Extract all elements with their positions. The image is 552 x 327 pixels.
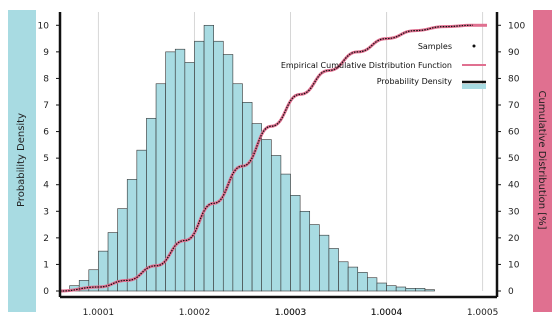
right-tick-label: 70 <box>508 101 520 111</box>
left-tick-label: 7 <box>43 101 49 111</box>
histogram-bar <box>328 248 339 292</box>
x-tick-label: 1.0002 <box>179 308 211 318</box>
x-tick-label: 1.0001 <box>83 308 115 318</box>
histogram-bar <box>299 210 311 292</box>
legend: Samples Empirical Cumulative Distributio… <box>281 42 486 89</box>
x-tick-label: 1.0003 <box>275 308 307 318</box>
histogram-bar <box>309 224 320 292</box>
right-tick-label: 40 <box>508 181 520 191</box>
histogram-bar <box>386 285 397 292</box>
histogram-bar <box>415 288 426 292</box>
histogram-bar <box>126 179 138 292</box>
histogram-bar <box>319 234 330 292</box>
left-tick-label: 8 <box>43 74 49 84</box>
left-axis-title: Probability Density <box>16 113 27 207</box>
histogram-bar <box>405 288 416 292</box>
histogram-bar <box>232 83 243 292</box>
left-tick-label: 10 <box>38 21 50 31</box>
right-axis-panel <box>533 10 552 312</box>
left-tick-label: 3 <box>43 207 49 217</box>
histogram-bar <box>213 40 224 292</box>
histogram-bar <box>242 102 253 292</box>
right-tick-label: 0 <box>508 287 514 297</box>
right-tick-label: 60 <box>508 128 520 138</box>
histogram-bar <box>367 277 378 292</box>
histogram-bars <box>69 24 435 292</box>
right-axis-title: Cumulative Distribution [%] <box>536 90 547 229</box>
samples-curve <box>59 24 473 292</box>
left-tick-label: 2 <box>43 234 49 244</box>
right-tick-label: 20 <box>508 234 520 244</box>
right-tick-label: 50 <box>508 154 520 164</box>
histogram-bar <box>270 155 282 292</box>
right-tick-label: 100 <box>508 21 525 31</box>
legend-samples-label: Samples <box>418 42 452 51</box>
x-tick-label: 1.0004 <box>371 308 403 318</box>
histogram-bar <box>290 195 301 292</box>
left-tick-label: 0 <box>43 287 49 297</box>
histogram-bar <box>222 54 234 292</box>
histogram-bar <box>261 139 272 292</box>
histogram-bar <box>338 261 349 292</box>
x-tick-label: 1.0003 <box>275 308 307 318</box>
right-tick-label: 80 <box>508 74 520 84</box>
left-tick-label: 6 <box>43 128 49 138</box>
histogram-bar <box>117 208 128 292</box>
x-tick-label: 1.0004 <box>371 308 403 318</box>
ecdf-line <box>59 23 487 293</box>
right-tick-label: 10 <box>508 260 520 270</box>
left-tick-label: 1 <box>43 260 49 270</box>
right-tick-label: 90 <box>508 48 520 58</box>
left-tick-label: 4 <box>43 181 49 191</box>
x-tick-label: 1.0005 <box>467 308 499 318</box>
left-axis-panel <box>8 10 36 312</box>
histogram-bar <box>203 24 214 292</box>
histogram-bar <box>280 173 291 292</box>
histogram-bar <box>174 48 186 292</box>
left-tick-label: 5 <box>43 154 49 164</box>
legend-samples-dot <box>472 44 476 48</box>
left-tick-label: 9 <box>43 48 49 58</box>
histogram-bar <box>347 266 359 292</box>
histogram-bar <box>395 286 407 292</box>
histogram-bar <box>376 282 387 292</box>
tick-labels: 01234567891001020304050607080901001.0001… <box>38 21 526 318</box>
histogram-bar <box>424 289 435 292</box>
legend-density-fill <box>462 84 486 89</box>
histogram-bar <box>194 40 205 292</box>
histogram-bar <box>357 272 368 292</box>
axes <box>58 12 499 299</box>
legend-ecdf-label: Empirical Cumulative Distribution Functi… <box>281 61 452 70</box>
histogram-bar <box>155 83 166 292</box>
histogram-bar <box>184 62 195 292</box>
right-tick-label: 30 <box>508 207 520 217</box>
legend-density-label: Probability Density <box>377 77 453 86</box>
